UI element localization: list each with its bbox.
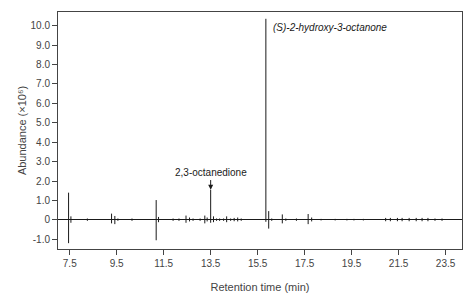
svg-text:2.0: 2.0 — [36, 176, 50, 187]
svg-text:9.5: 9.5 — [110, 258, 124, 269]
svg-text:7.5: 7.5 — [63, 258, 77, 269]
svg-text:7.0: 7.0 — [36, 78, 50, 89]
svg-text:Retention time (min): Retention time (min) — [210, 281, 309, 293]
svg-text:5.0: 5.0 — [36, 117, 50, 128]
svg-text:1.0: 1.0 — [36, 195, 50, 206]
svg-text:13.5: 13.5 — [201, 258, 221, 269]
svg-text:23.5: 23.5 — [436, 258, 456, 269]
svg-text:(S)-2-hydroxy-3-octanone: (S)-2-hydroxy-3-octanone — [273, 22, 387, 33]
svg-text:21.5: 21.5 — [389, 258, 409, 269]
svg-text:-1.0: -1.0 — [33, 234, 51, 245]
svg-text:17.5: 17.5 — [295, 258, 315, 269]
svg-text:6.0: 6.0 — [36, 98, 50, 109]
svg-text:8.0: 8.0 — [36, 59, 50, 70]
svg-text:3.0: 3.0 — [36, 156, 50, 167]
svg-text:2,3-octanedione: 2,3-octanedione — [175, 167, 247, 178]
svg-text:0: 0 — [44, 214, 50, 225]
svg-text:10.0: 10.0 — [31, 20, 51, 31]
svg-text:15.5: 15.5 — [248, 258, 268, 269]
svg-text:19.5: 19.5 — [342, 258, 362, 269]
svg-text:Abundance (×10⁶): Abundance (×10⁶) — [16, 86, 28, 175]
svg-text:4.0: 4.0 — [36, 137, 50, 148]
svg-text:11.5: 11.5 — [154, 258, 173, 269]
svg-text:9.0: 9.0 — [36, 40, 50, 51]
